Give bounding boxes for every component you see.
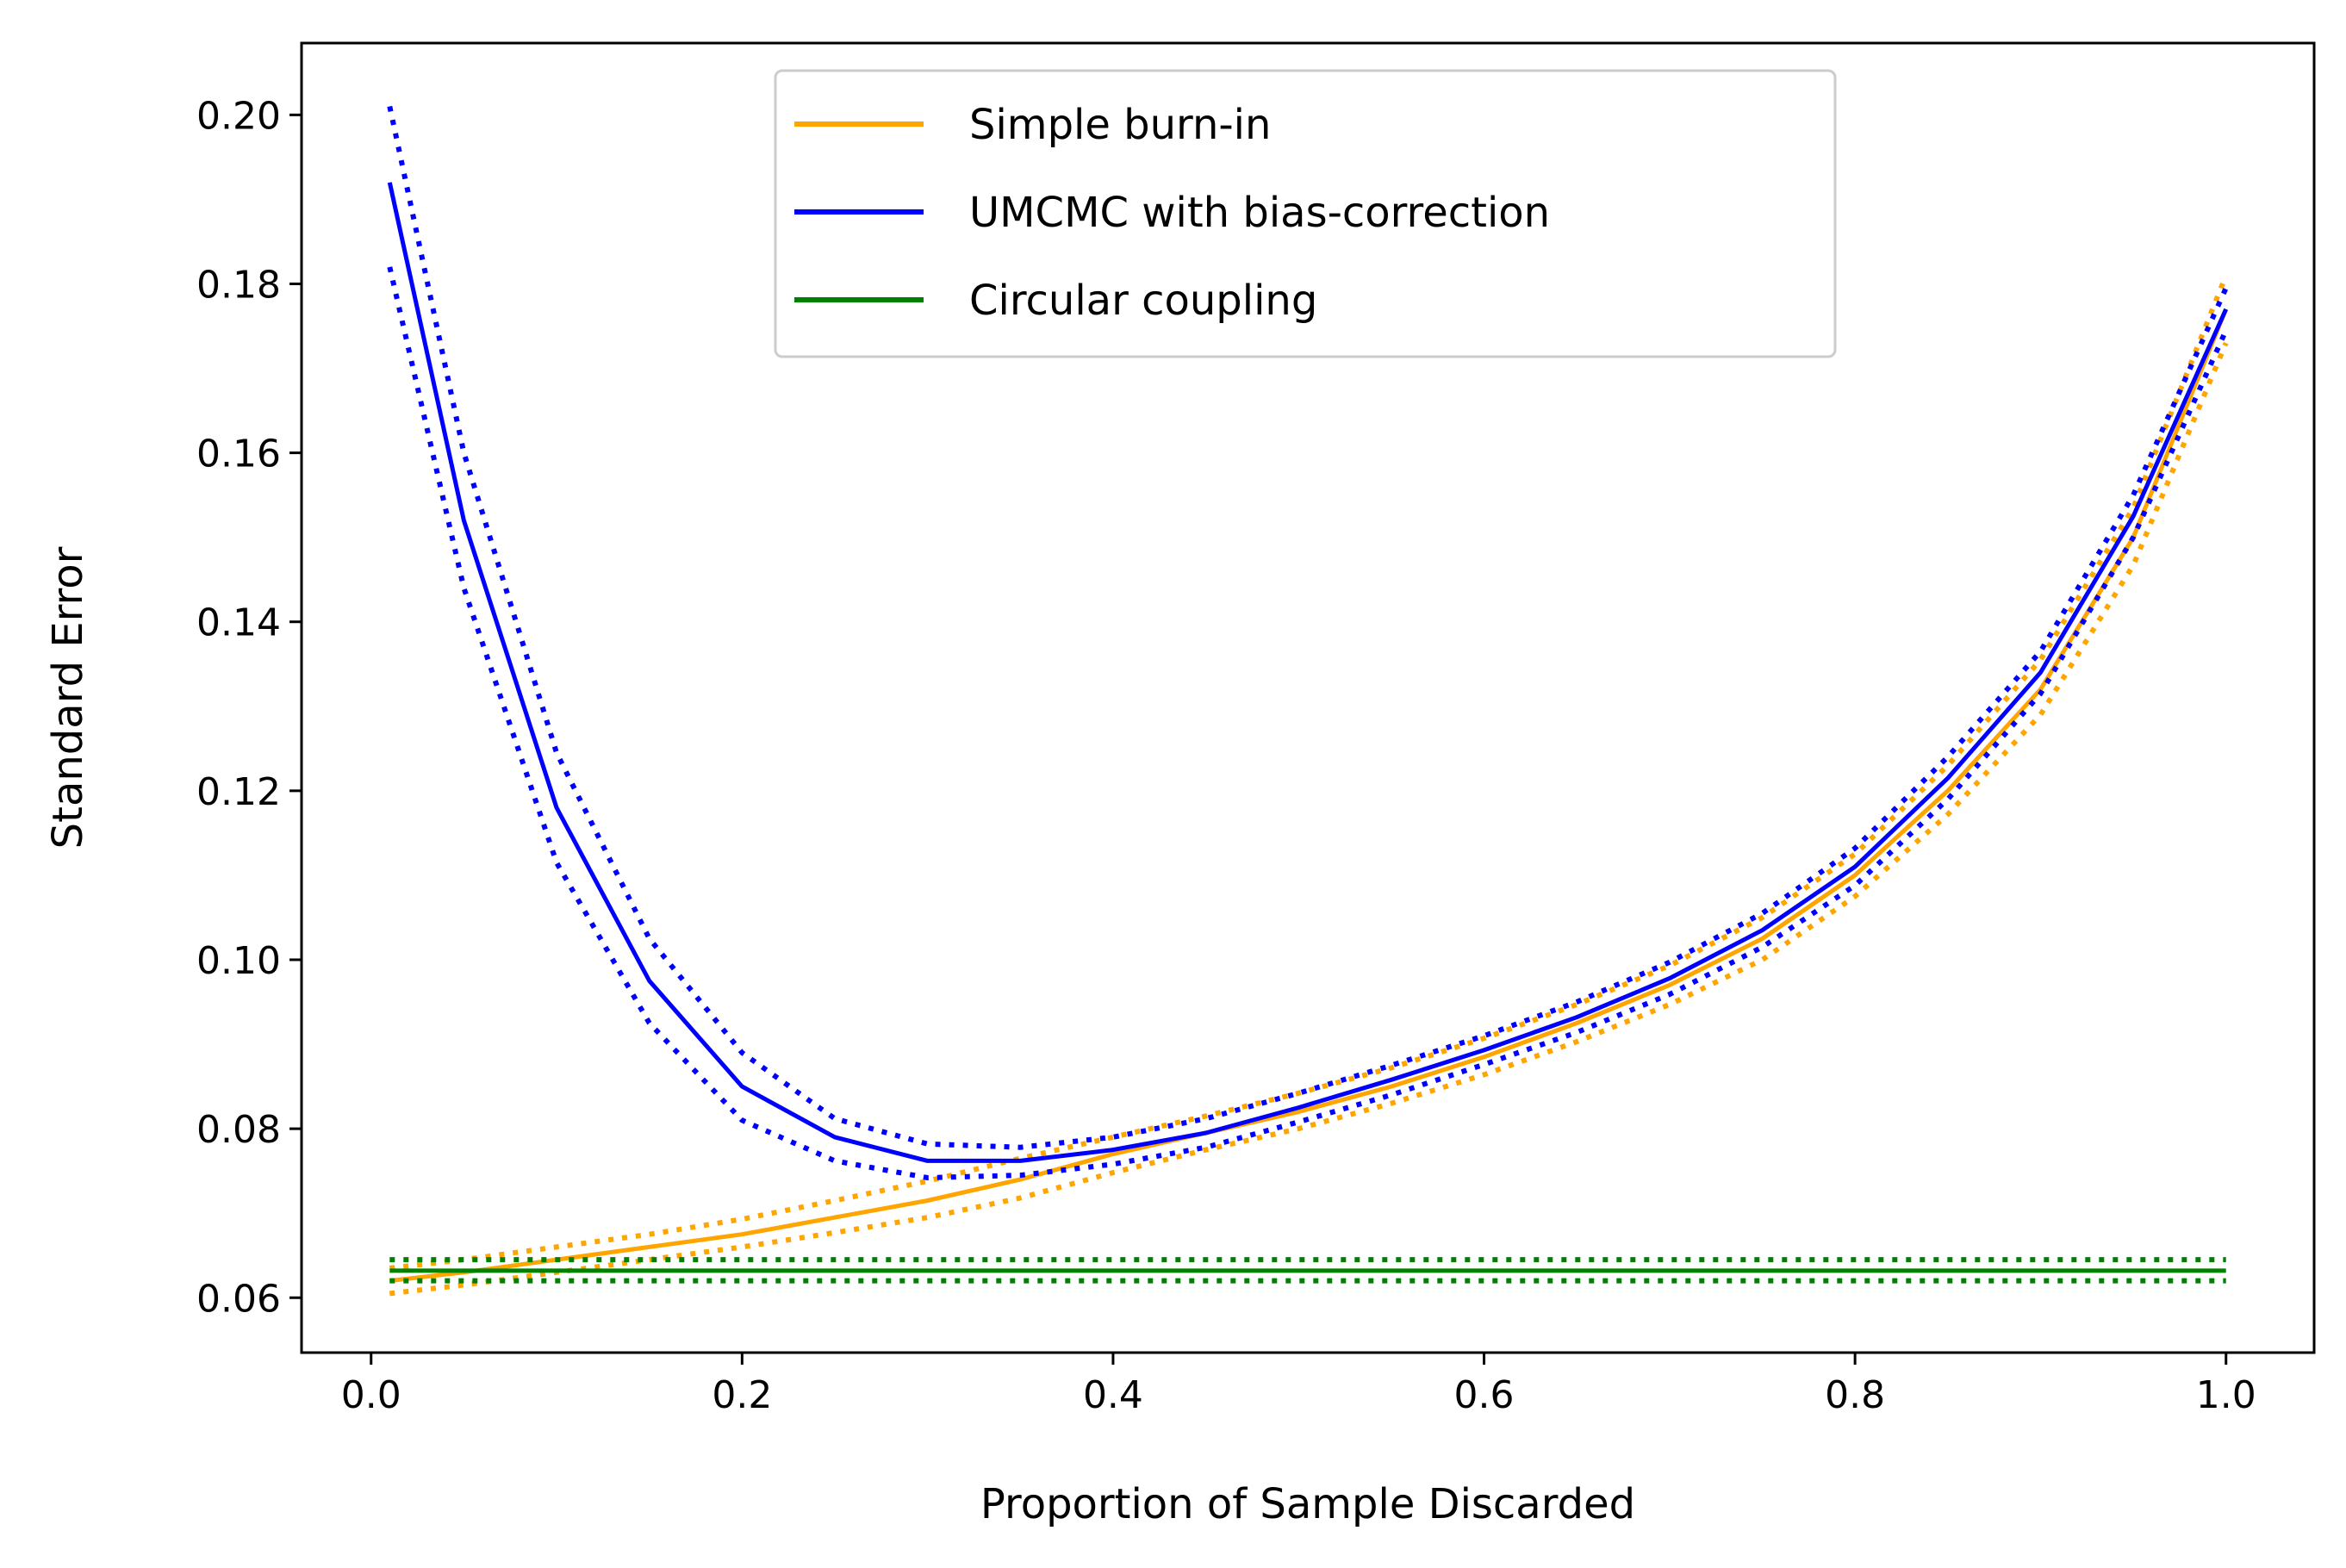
legend-label: Circular coupling — [969, 277, 1317, 325]
series-line-4 — [387, 105, 2229, 1150]
y-tick-label: 0.16 — [196, 432, 281, 476]
y-tick-label: 0.12 — [196, 770, 281, 814]
plot-frame — [300, 41, 2316, 1354]
series-layer — [387, 105, 2229, 1297]
series-line-2 — [389, 341, 2229, 1297]
y-tick-label: 0.10 — [196, 939, 281, 983]
legend: Simple burn-in UMCMC with bias-correction… — [774, 69, 1837, 358]
y-tick-label: 0.06 — [196, 1277, 281, 1321]
x-tick-label: 0.4 — [1083, 1373, 1143, 1417]
y-tick-label: 0.18 — [196, 263, 281, 307]
y-tick-label: 0.20 — [196, 94, 281, 138]
legend-label: UMCMC with bias-correction — [969, 189, 1550, 237]
x-axis: 0.0 0.2 0.4 0.6 0.8 1.0 — [341, 1353, 2256, 1417]
y-tick-label: 0.08 — [196, 1108, 281, 1152]
y-axis: 0.06 0.08 0.10 0.12 0.14 0.16 0.18 0.20 — [196, 94, 302, 1321]
y-tick-label: 0.14 — [196, 601, 281, 645]
series-line-0 — [389, 308, 2229, 1284]
x-tick-label: 0.0 — [341, 1373, 401, 1417]
y-axis-label: Standard Error — [44, 546, 92, 849]
x-axis-label: Proportion of Sample Discarded — [980, 1480, 1635, 1528]
series-line-1 — [389, 274, 2229, 1271]
series-line-3 — [387, 182, 2228, 1163]
x-tick-label: 1.0 — [2196, 1373, 2256, 1417]
x-tick-label: 0.2 — [712, 1373, 772, 1417]
x-tick-label: 0.6 — [1454, 1373, 1515, 1417]
legend-label: Simple burn-in — [969, 101, 1271, 149]
x-tick-label: 0.8 — [1825, 1373, 1885, 1417]
legend-box — [774, 69, 1837, 358]
